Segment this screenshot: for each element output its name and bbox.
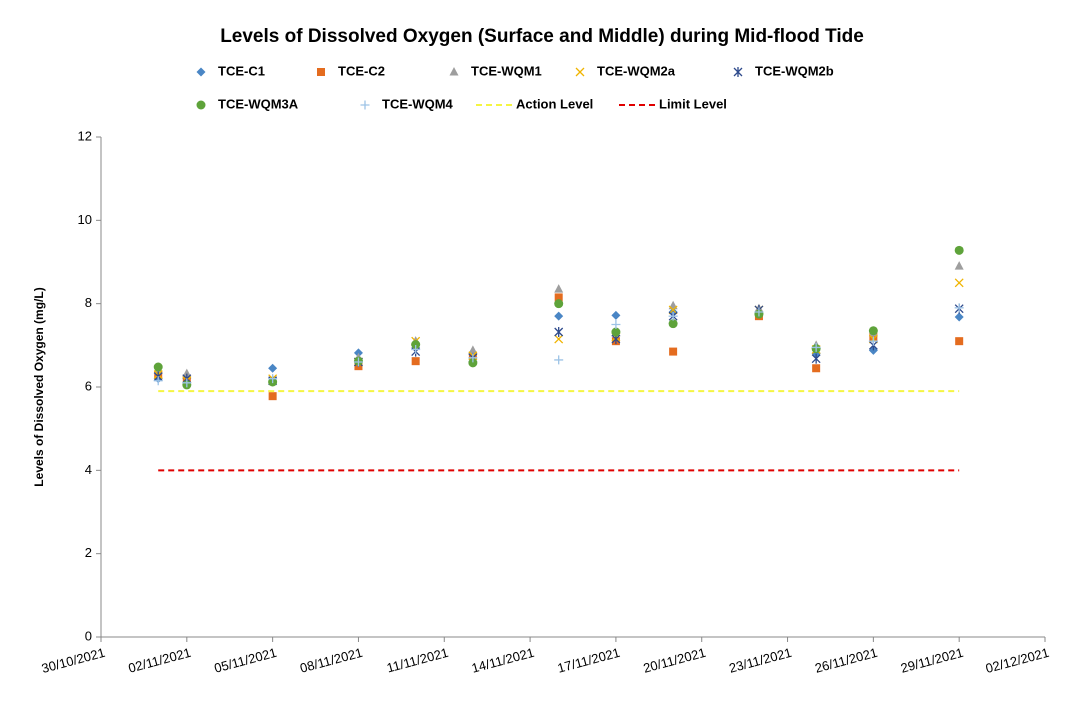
- y-tick-label: 2: [85, 545, 92, 560]
- marker: [611, 327, 621, 337]
- legend-item: TCE-WQM2b: [733, 63, 834, 78]
- marker: [954, 312, 964, 322]
- marker: [554, 299, 564, 309]
- marker: [554, 311, 564, 321]
- y-tick-label: 10: [78, 212, 92, 227]
- marker: [554, 327, 564, 337]
- legend-item: TCE-WQM1: [449, 63, 542, 78]
- chart-title: Levels of Dissolved Oxygen (Surface and …: [220, 26, 864, 47]
- legend-label: TCE-WQM2a: [597, 63, 676, 78]
- marker: [554, 334, 564, 344]
- series-6: [153, 303, 964, 388]
- legend-label: TCE-WQM1: [471, 63, 542, 78]
- marker: [468, 353, 478, 363]
- legend-label: Action Level: [516, 96, 593, 111]
- marker: [954, 278, 964, 288]
- marker: [153, 362, 163, 372]
- marker: [955, 337, 964, 346]
- marker: [411, 357, 420, 366]
- marker: [554, 284, 564, 293]
- legend-item: TCE-WQM4: [360, 96, 454, 111]
- legend-label: TCE-WQM2b: [755, 63, 834, 78]
- legend-item: TCE-WQM3A: [196, 96, 299, 111]
- marker: [811, 342, 821, 352]
- legend-label: TCE-WQM3A: [218, 96, 299, 111]
- y-tick-label: 4: [85, 462, 92, 477]
- marker: [353, 357, 363, 367]
- legend-item: Action Level: [476, 96, 593, 111]
- legend-marker: [196, 100, 206, 110]
- marker: [668, 319, 678, 329]
- marker: [954, 261, 964, 270]
- marker: [468, 358, 478, 368]
- marker: [182, 378, 192, 388]
- marker: [868, 326, 878, 336]
- marker: [811, 353, 821, 364]
- legend-marker: [575, 67, 585, 77]
- marker: [468, 345, 478, 354]
- legend-item: Limit Level: [619, 96, 727, 111]
- marker: [268, 363, 278, 373]
- marker: [954, 303, 964, 313]
- legend-item: TCE-C1: [196, 63, 265, 78]
- legend-label: Limit Level: [659, 96, 727, 111]
- marker: [411, 345, 421, 354]
- legend-marker: [449, 67, 459, 76]
- legend-item: TCE-WQM2a: [575, 63, 676, 78]
- legend-label: TCE-WQM4: [382, 96, 454, 111]
- y-tick-label: 0: [85, 628, 92, 643]
- y-tick-label: 6: [85, 378, 92, 393]
- legend-label: TCE-C1: [218, 63, 265, 78]
- marker: [669, 347, 678, 356]
- marker: [812, 364, 821, 373]
- legend-label: TCE-C2: [338, 63, 385, 78]
- marker: [554, 293, 563, 302]
- legend-marker: [360, 100, 370, 110]
- marker: [411, 340, 421, 349]
- legend-marker: [317, 68, 325, 76]
- y-tick-label: 8: [85, 295, 92, 310]
- marker: [611, 320, 621, 329]
- marker: [668, 311, 678, 321]
- marker: [754, 307, 764, 317]
- marker: [868, 336, 878, 346]
- legend-item: TCE-C2: [317, 63, 385, 78]
- marker: [268, 392, 277, 401]
- marker: [954, 245, 964, 255]
- marker: [554, 355, 564, 365]
- marker: [611, 310, 621, 320]
- marker: [182, 368, 192, 378]
- y-axis-label: Levels of Dissolved Oxygen (mg/L): [32, 287, 46, 486]
- legend-marker: [196, 67, 206, 77]
- legend-marker: [733, 67, 743, 77]
- y-tick-label: 12: [78, 128, 92, 143]
- marker: [268, 374, 278, 384]
- marker: [153, 376, 163, 386]
